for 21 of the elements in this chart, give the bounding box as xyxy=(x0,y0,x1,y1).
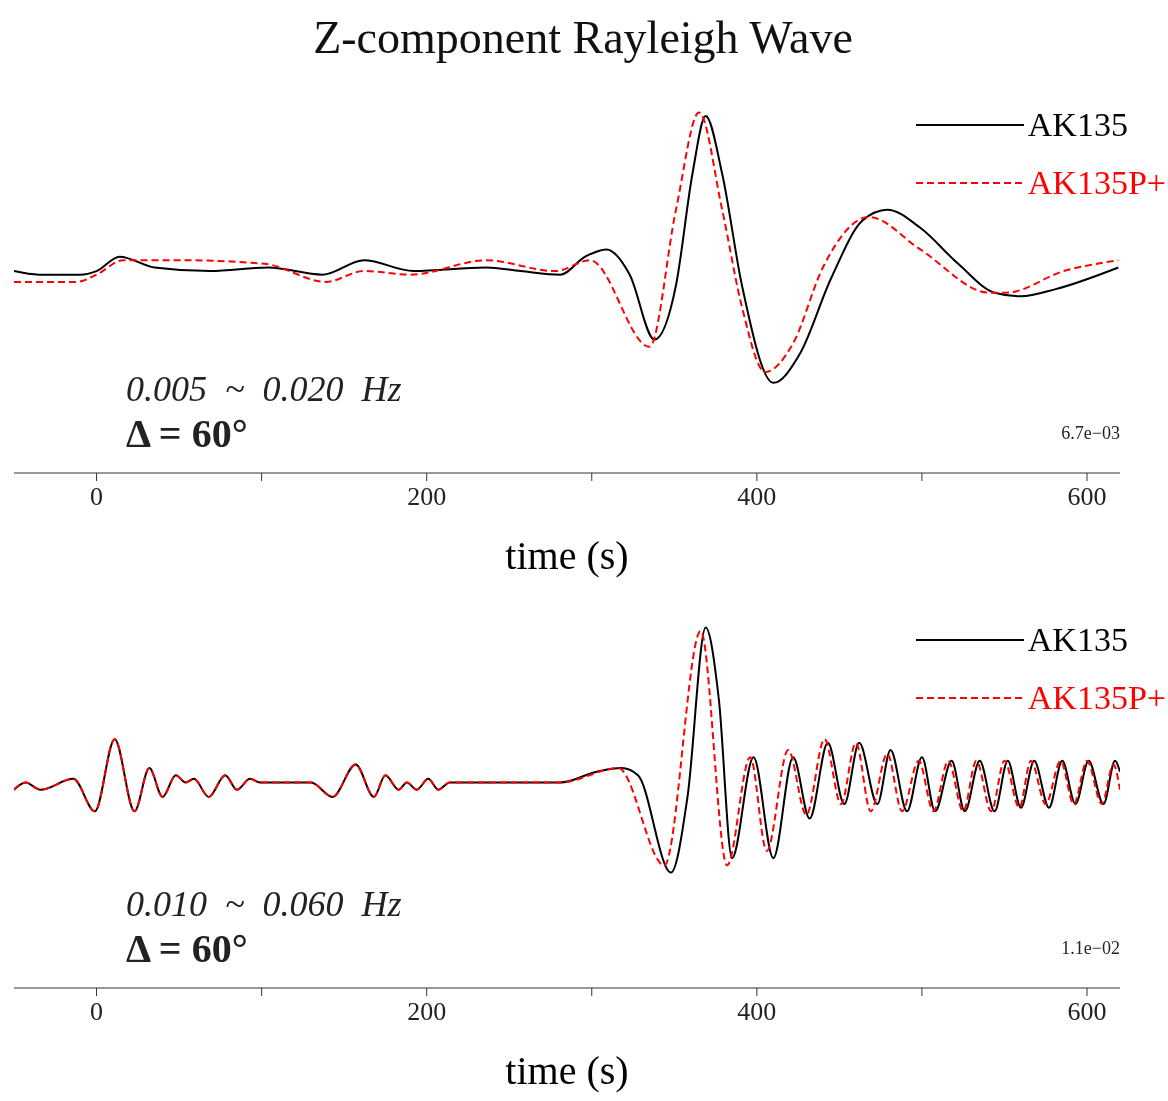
chart-title: Z-component Rayleigh Wave xyxy=(312,11,854,65)
x-tick-label: 600 xyxy=(1067,482,1107,511)
x-axis-title: time (s) xyxy=(505,533,629,578)
annotation: 6.7e−03 xyxy=(1061,423,1120,444)
x-axis-title: time (s) xyxy=(505,1048,629,1093)
annotation: Δ = 60° xyxy=(126,410,248,457)
x-tick-label: 400 xyxy=(737,482,777,511)
x-tick-label: 600 xyxy=(1067,997,1107,1026)
x-tick-label: 0 xyxy=(90,482,104,511)
annotation: Δ = 60° xyxy=(126,925,248,972)
annotation: 0.005 ~ 0.020 Hz xyxy=(126,368,402,410)
legend-label: AK135P+ xyxy=(1027,163,1166,203)
legend-label: AK135 xyxy=(1027,620,1128,660)
x-tick-label: 400 xyxy=(737,997,777,1026)
legend-label: AK135P+ xyxy=(1027,678,1166,718)
legend-label: AK135 xyxy=(1027,105,1128,145)
x-tick-label: 200 xyxy=(407,482,447,511)
annotation: 0.010 ~ 0.060 Hz xyxy=(126,883,402,925)
x-tick-label: 200 xyxy=(407,997,447,1026)
x-tick-label: 0 xyxy=(90,997,104,1026)
annotation: 1.1e−02 xyxy=(1061,938,1120,959)
